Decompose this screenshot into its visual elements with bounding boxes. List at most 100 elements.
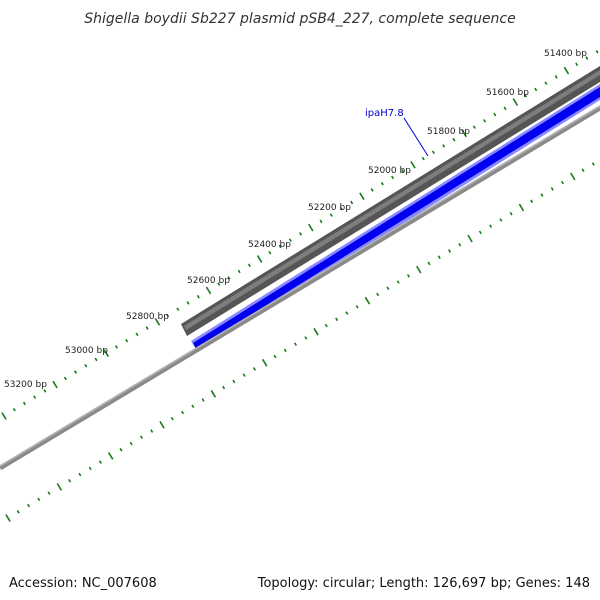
ruler-label-52000: 52000 bp [368,166,411,176]
outer-tick [103,349,110,358]
outer-tick [391,175,395,180]
outer-tick [256,255,263,263]
inner-tick [335,317,339,322]
inner-tick [540,193,544,197]
outer-tick [268,250,272,255]
inner-tick [37,497,41,502]
outer-tick [503,106,507,111]
outer-tick [12,407,16,412]
inner-tick [232,379,236,384]
inner-tick [437,255,441,260]
outer-tick [22,401,26,406]
inner-tick [294,342,297,346]
inner-tick [518,203,525,212]
outer-tick [554,75,558,79]
inner-tick [458,242,462,247]
inner-tick [478,230,482,235]
inner-tick [119,447,123,452]
inner-tick [201,398,205,402]
inner-tick [304,336,308,340]
accession-label: Accession: NC_007608 [9,576,157,591]
outer-tick [442,144,446,148]
outer-tick [217,282,221,286]
gene-label-leader [403,117,429,157]
outer-tick [524,93,528,98]
outer-tick [125,338,129,343]
outer-tick [166,313,170,318]
outer-tick [205,286,212,295]
inner-tick [140,435,143,440]
inner-tick [570,172,576,181]
outer-tick [595,49,599,54]
inner-tick [509,211,513,216]
outer-tick [176,307,180,312]
inner-tick [396,280,400,284]
inner-tick [489,224,493,228]
outer-tick [288,238,292,242]
inner-tick [591,162,595,166]
inner-tick [47,491,51,495]
inner-tick [406,274,410,278]
inner-tick [386,286,390,291]
inner-tick [313,327,319,336]
inner-tick [181,410,185,415]
ruler-label-52600: 52600 bp [187,276,230,286]
outer-tick [94,357,98,362]
inner-tick [129,441,133,446]
inner-tick [5,514,11,522]
outer-tick [63,376,67,381]
inner-tick [150,429,154,433]
outer-tick [74,370,78,374]
inner-tick [88,466,92,471]
inner-tick [56,483,63,491]
inner-tick [530,199,534,204]
inner-tick [107,452,114,460]
outer-tick [410,160,416,169]
outer-tick [154,317,161,326]
inner-tick [68,478,72,483]
outer-tick [1,412,7,420]
map-title: Shigella boydii Sb227 plasmid pSB4_227, … [84,11,515,27]
outer-tick [43,389,47,393]
ruler-label-53000: 53000 bp [65,346,108,356]
outer-tick [563,66,570,75]
backbone-thin-line [0,105,600,471]
inner-tick [98,460,102,464]
inner-tick [16,509,20,514]
ruler-label-53200: 53200 bp [4,380,47,390]
inner-tick [376,292,380,297]
inner-tick [364,296,371,305]
outer-tick [483,119,487,123]
outer-tick [431,150,435,155]
inner-tick [252,367,256,371]
outer-tick [227,276,231,280]
outer-tick [247,263,251,268]
inner-tick [345,311,349,315]
outer-tick [237,269,241,274]
inner-tick [467,234,473,243]
outer-tick [493,112,497,117]
inner-tick [170,416,174,421]
outer-tick [585,56,589,60]
outer-tick [452,137,456,142]
outer-tick [380,181,384,186]
outer-tick [33,395,37,399]
inner-tick [355,305,359,309]
outer-tick [472,125,476,129]
gene-ipaH7.8-fill [193,87,600,349]
backbone-dark-highlight [184,70,600,330]
outer-tick [329,213,333,217]
ruler-label-51400: 51400 bp [544,49,587,59]
outer-tick [350,200,354,205]
outer-tick [135,332,139,337]
inner-tick [210,389,217,398]
outer-tick [278,244,282,249]
inner-tick [427,261,431,266]
inner-tick [324,323,328,328]
outer-tick [370,188,374,192]
outer-tick [512,98,519,106]
inner-tick [27,503,31,508]
inner-tick [581,168,585,173]
inner-tick [191,404,195,409]
